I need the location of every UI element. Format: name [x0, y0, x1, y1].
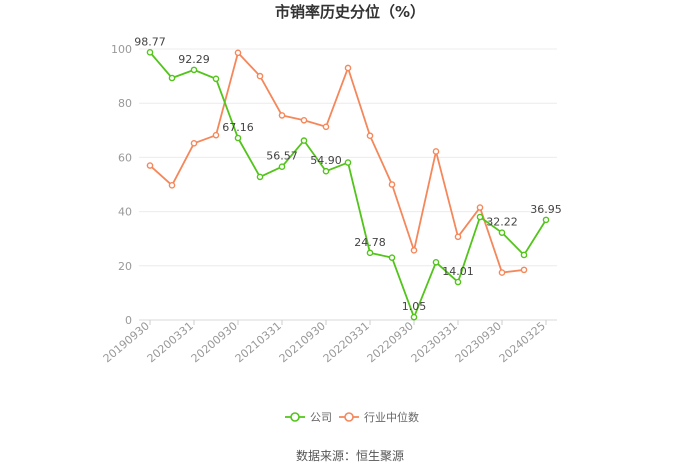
plot-area: 98.77 92.29 67.16 56.57 54.90 24.78 1.05 14.01 3…	[134, 35, 562, 321]
data-point[interactable]	[520, 251, 528, 259]
x-tick-label: 20240325	[497, 319, 548, 365]
legend-item[interactable]: 公司	[285, 411, 332, 424]
data-point[interactable]	[190, 140, 198, 147]
x-tick-label: 20220331	[321, 319, 372, 365]
data-label: 98.77	[134, 35, 166, 48]
x-tick-label: 20200331	[145, 319, 196, 365]
data-label: 67.16	[222, 121, 254, 134]
source-note: 数据来源：恒生聚源	[296, 448, 404, 463]
series-line	[149, 51, 547, 319]
data-point[interactable]	[168, 74, 176, 82]
data-point[interactable]	[146, 49, 154, 56]
data-point[interactable]	[388, 181, 396, 188]
data-point[interactable]	[322, 167, 330, 175]
data-point[interactable]	[190, 66, 198, 74]
y-tick-label: 100	[111, 43, 132, 56]
data-point[interactable]	[410, 247, 418, 254]
x-tick-label: 20230930	[453, 319, 504, 365]
data-label: 14.01	[442, 265, 474, 278]
x-tick-label: 20200930	[189, 319, 240, 365]
data-point[interactable]	[322, 123, 330, 131]
data-point[interactable]	[366, 132, 374, 140]
x-tick-label: 20210331	[233, 319, 284, 365]
data-point[interactable]	[256, 72, 264, 80]
data-point[interactable]	[278, 163, 286, 170]
legend-label: 行业中位数	[364, 410, 419, 424]
y-tick-label: 0	[125, 314, 132, 327]
data-point[interactable]	[432, 148, 440, 155]
legend-swatch-marker	[290, 412, 300, 422]
series-1	[146, 49, 528, 276]
series-0: 98.77 92.29 67.16 56.57 54.90 24.78 1.05 14.01 3…	[134, 35, 562, 321]
legend-item[interactable]: 行业中位数	[339, 410, 419, 424]
data-point[interactable]	[498, 269, 506, 276]
data-label: 1.05	[402, 300, 427, 313]
grid	[139, 48, 557, 321]
data-point[interactable]	[520, 266, 528, 274]
y-tick-label: 40	[118, 206, 132, 219]
y-axis: 0 20 40 60 80 100	[111, 43, 132, 327]
data-point[interactable]	[146, 162, 154, 169]
legend[interactable]: 公司 行业中位数	[285, 410, 419, 424]
chart-title: 市销率历史分位（%）	[275, 3, 425, 21]
data-point[interactable]	[300, 116, 308, 124]
data-point[interactable]	[476, 204, 484, 211]
y-tick-label: 20	[118, 260, 132, 273]
data-point[interactable]	[498, 229, 506, 236]
data-point[interactable]	[388, 254, 396, 261]
x-tick-label: 20230331	[409, 319, 460, 365]
y-tick-label: 80	[118, 97, 132, 110]
data-label: 92.29	[178, 53, 210, 66]
data-label: 32.22	[486, 216, 518, 229]
data-label: 36.95	[530, 203, 562, 216]
data-point[interactable]	[212, 131, 220, 139]
data-point[interactable]	[256, 173, 264, 181]
x-tick-label: 20220930	[365, 319, 416, 365]
data-point[interactable]	[212, 75, 220, 83]
data-point[interactable]	[410, 313, 418, 321]
data-point[interactable]	[344, 64, 352, 72]
data-point[interactable]	[476, 213, 484, 221]
data-point[interactable]	[344, 159, 352, 166]
data-point[interactable]	[234, 49, 242, 57]
data-point[interactable]	[454, 278, 462, 286]
data-point[interactable]	[366, 249, 374, 257]
data-label: 56.57	[266, 150, 298, 163]
series-line	[149, 51, 525, 274]
data-point[interactable]	[234, 134, 242, 142]
y-tick-label: 60	[118, 151, 132, 164]
data-point[interactable]	[300, 137, 308, 144]
data-label: 24.78	[354, 236, 386, 249]
data-label: 54.90	[310, 154, 342, 167]
x-axis: 2019093020200331202009302021033120210930…	[101, 319, 548, 365]
data-point[interactable]	[278, 112, 286, 119]
x-tick-label: 20210930	[277, 319, 328, 365]
data-point[interactable]	[168, 182, 176, 189]
legend-label: 公司	[310, 411, 332, 424]
data-point[interactable]	[454, 233, 462, 241]
data-point[interactable]	[542, 216, 550, 224]
data-point[interactable]	[432, 258, 440, 266]
legend-swatch-marker	[344, 412, 354, 422]
